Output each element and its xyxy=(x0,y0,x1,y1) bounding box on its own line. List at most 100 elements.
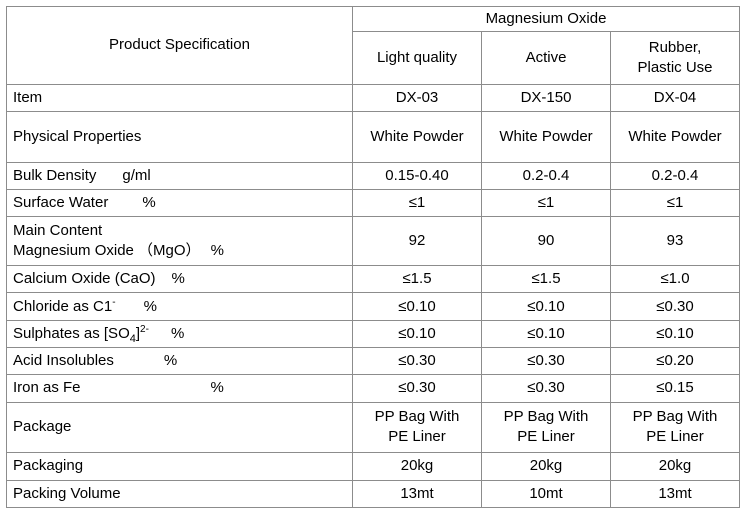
cell-line1: PP Bag With xyxy=(503,408,589,426)
label-text: Bulk Density xyxy=(13,166,97,184)
table-row: Calcium Oxide (CaO)% ≤1.5 ≤1.5 ≤1.0 xyxy=(6,265,741,294)
table-row: Chloride as C1-% ≤0.10 ≤0.10 ≤0.30 xyxy=(6,292,741,321)
cell: ≤1 xyxy=(352,189,482,218)
row-label: Item xyxy=(6,83,353,113)
product-spec-header: Product Specification xyxy=(6,6,353,85)
label-text: Iron as Fe xyxy=(13,379,81,397)
cell: ≤0.10 xyxy=(609,319,741,348)
cell: ≤0.10 xyxy=(352,292,482,321)
cell-line2: PE Liner xyxy=(646,428,704,446)
cell-line1: PP Bag With xyxy=(632,408,718,426)
unit-text: % xyxy=(210,242,224,260)
unit-text: % xyxy=(170,324,185,342)
label-text: Acid Insolubles xyxy=(13,352,114,370)
cell: 20kg xyxy=(481,452,611,481)
label-line1: Main Content xyxy=(13,222,103,240)
row-label: Acid Insolubles% xyxy=(6,346,353,376)
table-row: Physical Properties White Powder White P… xyxy=(6,111,741,163)
cell: ≤1 xyxy=(481,189,611,218)
cell: 13mt xyxy=(352,479,482,508)
cell: ≤1.5 xyxy=(481,265,611,294)
row-label: Main Content Magnesium Oxide （MgO）% xyxy=(6,216,353,267)
cell: ≤0.30 xyxy=(352,346,482,376)
subscript: 4 xyxy=(129,332,136,345)
cell: DX-150 xyxy=(481,83,611,113)
cell: 13mt xyxy=(609,479,741,508)
cell: 93 xyxy=(609,216,741,267)
table-row: Package PP Bag With PE Liner PP Bag With… xyxy=(6,401,741,454)
col-rubber-line2: Plastic Use xyxy=(637,59,713,77)
cell: ≤1 xyxy=(609,189,741,218)
cell: ≤0.20 xyxy=(609,346,741,376)
cell-line1: PP Bag With xyxy=(374,408,460,426)
cell: 90 xyxy=(481,216,611,267)
row-label: Sulphates as [SO4]2-% xyxy=(6,319,353,348)
cell: ≤0.30 xyxy=(352,374,482,403)
label-line2: Magnesium Oxide （MgO） xyxy=(13,242,201,260)
table-row: Acid Insolubles% ≤0.30 ≤0.30 ≤0.20 xyxy=(6,346,741,376)
col-rubber-plastic: Rubber, Plastic Use xyxy=(609,31,741,85)
cell: ≤0.30 xyxy=(481,374,611,403)
label-text: Calcium Oxide (CaO) xyxy=(13,270,156,288)
cell: 10mt xyxy=(481,479,611,508)
bracket-close: ] xyxy=(135,324,141,342)
unit-text: % xyxy=(142,194,156,212)
row-label: Surface Water% xyxy=(6,189,353,218)
col-light-quality: Light quality xyxy=(352,31,482,85)
cell: ≤0.10 xyxy=(352,319,482,348)
unit-text: g/ml xyxy=(122,166,151,184)
cell: 92 xyxy=(352,216,482,267)
cell: 0.2-0.4 xyxy=(481,161,611,191)
table-row: Packaging 20kg 20kg 20kg xyxy=(6,452,741,481)
label-text: Sulphates as [SO xyxy=(13,324,130,342)
unit-text: % xyxy=(163,352,178,370)
row-label: Chloride as C1-% xyxy=(6,292,353,321)
cell: White Powder xyxy=(481,111,611,163)
cell: 0.2-0.4 xyxy=(609,161,741,191)
cell: 20kg xyxy=(352,452,482,481)
unit-text: % xyxy=(210,379,224,397)
cell: PP Bag With PE Liner xyxy=(352,401,482,454)
cell: 0.15-0.40 xyxy=(352,161,482,191)
table-row: Bulk Density g/ml 0.15-0.40 0.2-0.4 0.2-0… xyxy=(6,161,741,191)
cell: PP Bag With PE Liner xyxy=(481,401,611,454)
table-row: Iron as Fe% ≤0.30 ≤0.30 ≤0.15 xyxy=(6,374,741,403)
cell: ≤0.15 xyxy=(609,374,741,403)
table-row: Sulphates as [SO4]2-% ≤0.10 ≤0.10 ≤0.10 xyxy=(6,319,741,348)
cell: ≤0.30 xyxy=(609,292,741,321)
row-label: Physical Properties xyxy=(6,111,353,163)
row-label: Packaging xyxy=(6,452,353,481)
row-label: Bulk Density g/ml xyxy=(6,161,353,191)
row-label: Package xyxy=(6,401,353,454)
unit-text: % xyxy=(143,297,157,315)
label-text: Surface Water xyxy=(13,194,109,212)
row-label: Packing Volume xyxy=(6,479,353,508)
cell-line2: PE Liner xyxy=(388,428,446,446)
cell-line2: PE Liner xyxy=(517,428,575,446)
cell: ≤0.30 xyxy=(481,346,611,376)
cell: White Powder xyxy=(352,111,482,163)
cell: ≤0.10 xyxy=(481,292,611,321)
superscript: 2- xyxy=(140,323,149,335)
cell: ≤1.5 xyxy=(352,265,482,294)
col-rubber-line1: Rubber, xyxy=(648,39,702,57)
unit-text: % xyxy=(171,270,185,288)
cell: DX-03 xyxy=(352,83,482,113)
cell: ≤0.10 xyxy=(481,319,611,348)
cell: White Powder xyxy=(609,111,741,163)
col-active: Active xyxy=(481,31,611,85)
cell: DX-04 xyxy=(609,83,741,113)
row-label: Iron as Fe% xyxy=(6,374,353,403)
magnesium-oxide-header: Magnesium Oxide xyxy=(351,5,741,33)
spec-table: Product Specification Magnesium Oxide Li… xyxy=(6,5,741,508)
table-row: Surface Water% ≤1 ≤1 ≤1 xyxy=(6,189,741,218)
cell: PP Bag With PE Liner xyxy=(609,401,741,454)
label-text: Chloride as C1 xyxy=(13,297,113,315)
table-row: Packing Volume 13mt 10mt 13mt xyxy=(6,479,741,508)
table-row: Main Content Magnesium Oxide （MgO）% 92 9… xyxy=(6,216,741,267)
cell: ≤1.0 xyxy=(609,265,741,294)
table-row: Item DX-03 DX-150 DX-04 xyxy=(6,83,741,113)
row-label: Calcium Oxide (CaO)% xyxy=(6,265,353,294)
cell: 20kg xyxy=(609,452,741,481)
superscript: - xyxy=(112,296,116,308)
